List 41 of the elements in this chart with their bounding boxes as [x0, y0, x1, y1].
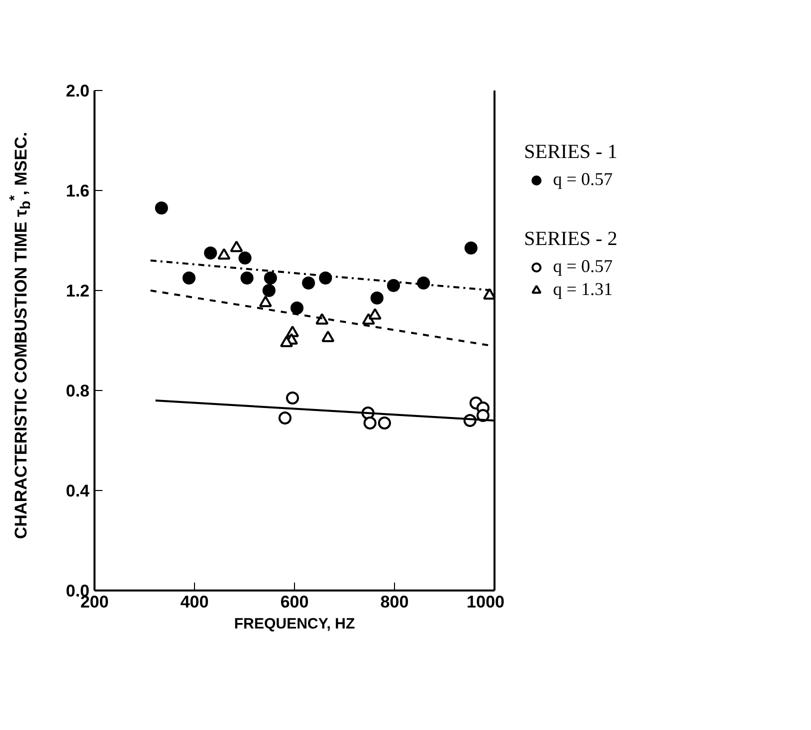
point: [259, 296, 272, 308]
point: [280, 336, 293, 348]
point: [230, 240, 243, 252]
point: [370, 292, 384, 304]
point: [368, 308, 382, 320]
point: [286, 392, 299, 404]
point: [290, 302, 304, 314]
point: [364, 416, 376, 430]
legend-label: q = 0.57: [553, 256, 613, 277]
y-tick-label: 0.4: [66, 482, 90, 500]
x-tick-label: 600: [280, 592, 309, 612]
y-tick-label: 0.8: [66, 382, 90, 400]
point: [182, 272, 196, 284]
point: [218, 248, 230, 260]
x-axis-title: FREQUENCY, HZ: [234, 616, 355, 632]
point: [238, 252, 252, 264]
point: [302, 276, 315, 290]
point: [240, 272, 254, 284]
point: [319, 272, 332, 284]
legend-label: q = 1.31: [553, 279, 613, 300]
point: [278, 412, 292, 424]
text: SERIES - 1: [524, 141, 618, 164]
point: [464, 242, 478, 254]
point: [262, 284, 276, 297]
point: [378, 416, 391, 430]
point: [322, 330, 334, 342]
y-tick-label: 1.2: [66, 282, 90, 300]
point: [387, 279, 400, 292]
y-tick-label: 1.6: [66, 182, 90, 200]
point: [483, 288, 494, 300]
x-tick-label: 1000: [466, 592, 505, 612]
x-tick-label: 800: [380, 592, 409, 612]
point: [417, 276, 430, 290]
point: [264, 272, 277, 284]
legend-label: q = 0.57: [553, 169, 613, 190]
text: SERIES - 2: [524, 228, 618, 251]
x-tick-label: 400: [180, 592, 209, 612]
point: [155, 202, 168, 214]
point: [204, 246, 217, 260]
point: [316, 313, 328, 325]
y-tick-label: 2.0: [66, 82, 90, 100]
